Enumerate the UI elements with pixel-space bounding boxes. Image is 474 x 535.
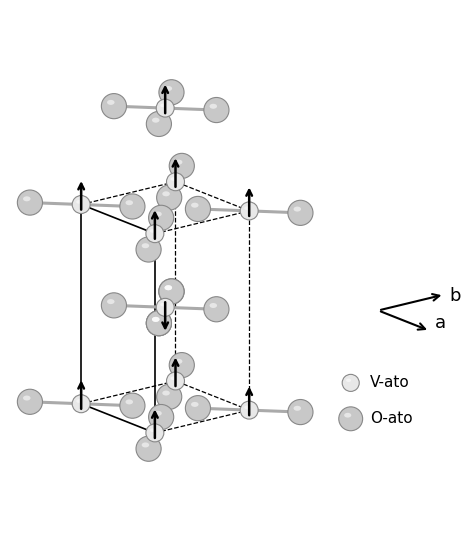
Text: a: a [435,315,446,332]
Circle shape [18,190,43,215]
Circle shape [72,195,90,213]
Ellipse shape [126,400,133,404]
Ellipse shape [150,429,155,432]
Circle shape [159,279,184,304]
Circle shape [166,173,184,190]
Circle shape [156,299,174,316]
Circle shape [204,97,229,123]
Ellipse shape [164,86,172,91]
Ellipse shape [23,395,30,401]
Circle shape [185,196,210,221]
Ellipse shape [152,317,160,322]
Circle shape [120,393,145,418]
Circle shape [169,154,194,179]
Ellipse shape [346,379,351,382]
Circle shape [156,99,174,117]
Ellipse shape [175,359,182,364]
Circle shape [101,293,127,318]
Circle shape [185,395,210,421]
Ellipse shape [142,442,149,447]
Ellipse shape [162,192,170,196]
Circle shape [146,424,164,442]
Circle shape [146,111,172,136]
Ellipse shape [23,196,30,201]
Circle shape [148,205,174,231]
Ellipse shape [76,200,82,204]
Ellipse shape [293,406,301,411]
Circle shape [156,384,182,409]
Circle shape [120,194,145,219]
Ellipse shape [160,104,165,107]
Ellipse shape [164,285,172,290]
Ellipse shape [126,200,133,205]
Ellipse shape [344,413,351,418]
Ellipse shape [171,177,176,181]
Ellipse shape [76,399,82,403]
Ellipse shape [210,303,217,308]
Circle shape [166,372,184,390]
Circle shape [339,407,363,431]
Text: O-ato: O-ato [370,411,412,426]
Ellipse shape [154,211,162,217]
Circle shape [169,353,194,378]
Ellipse shape [162,391,170,395]
Circle shape [159,279,184,304]
Ellipse shape [175,159,182,165]
Ellipse shape [142,243,149,248]
Ellipse shape [191,402,199,407]
Circle shape [288,200,313,225]
Circle shape [136,436,161,461]
Circle shape [136,237,161,262]
Circle shape [18,389,43,415]
Ellipse shape [164,285,172,290]
Text: b: b [449,287,461,304]
Circle shape [240,202,258,220]
Ellipse shape [107,100,115,105]
Circle shape [72,395,90,412]
Circle shape [342,374,359,392]
Ellipse shape [152,317,160,322]
Ellipse shape [191,203,199,208]
Circle shape [148,404,174,430]
Ellipse shape [244,406,250,409]
Circle shape [159,279,184,304]
Ellipse shape [164,285,172,290]
Circle shape [159,80,184,105]
Circle shape [146,225,164,243]
Ellipse shape [160,303,165,307]
Ellipse shape [150,229,155,233]
Circle shape [146,311,172,336]
Ellipse shape [152,317,160,322]
Circle shape [146,311,172,336]
Circle shape [240,401,258,419]
Circle shape [146,311,172,336]
Ellipse shape [210,104,217,109]
Ellipse shape [244,207,250,210]
Circle shape [101,94,127,119]
Ellipse shape [293,207,301,211]
Ellipse shape [152,118,160,123]
Ellipse shape [154,411,162,416]
Circle shape [204,297,229,322]
Ellipse shape [171,377,176,380]
Circle shape [288,400,313,425]
Ellipse shape [107,299,115,304]
Circle shape [156,185,182,210]
Text: V-ato: V-ato [370,376,410,391]
